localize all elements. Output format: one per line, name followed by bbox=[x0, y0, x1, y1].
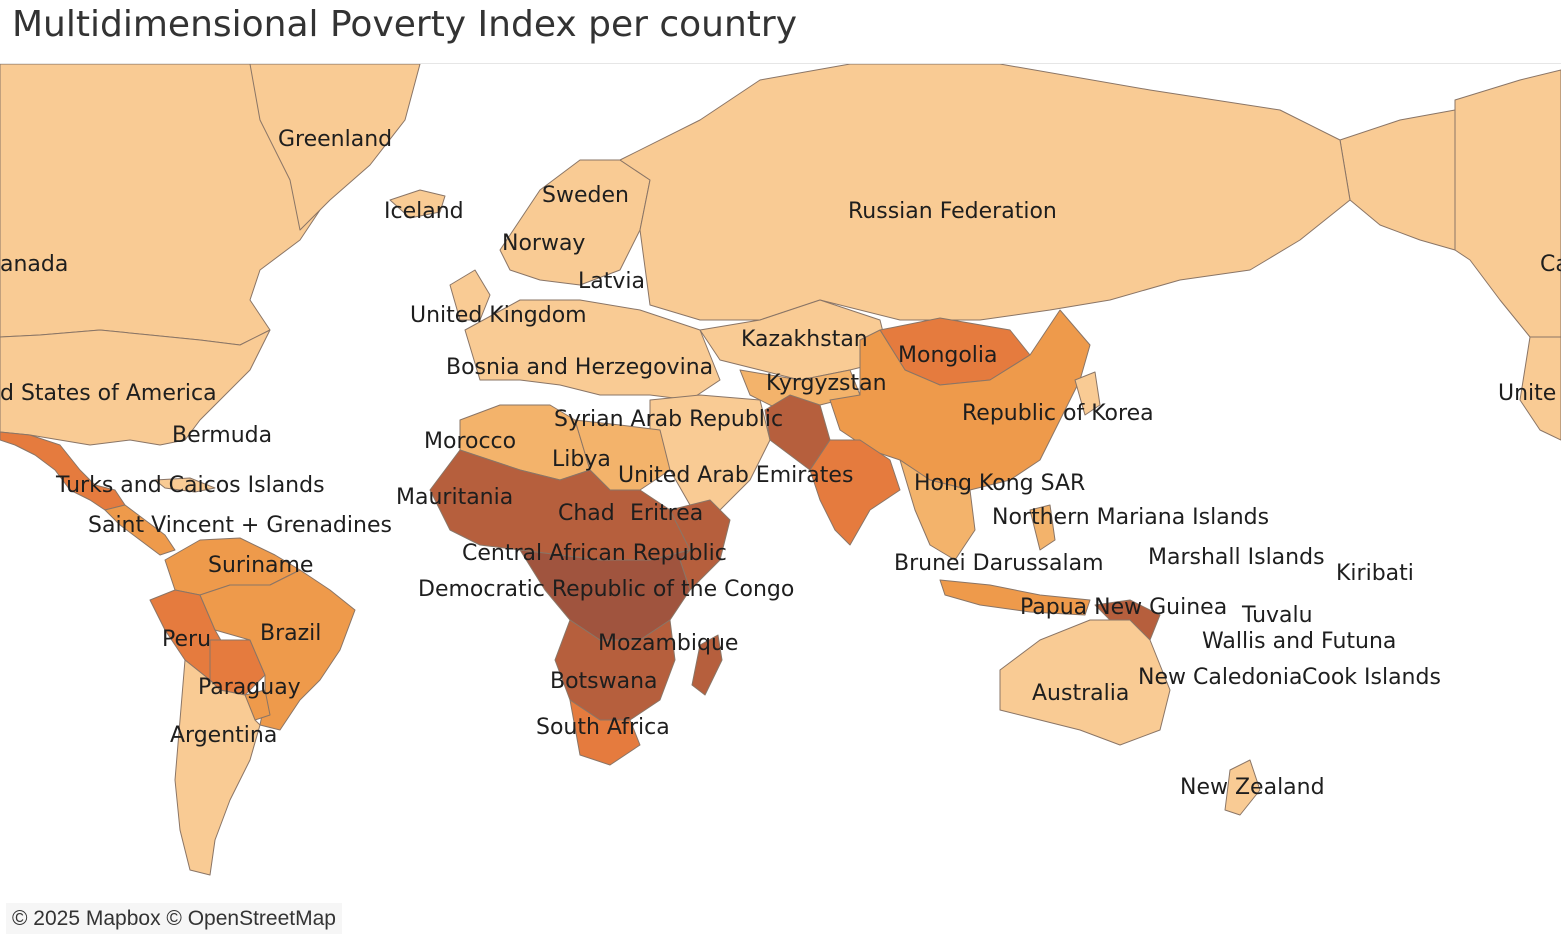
label-kazakhstan: Kazakhstan bbox=[741, 327, 868, 352]
country-cuba[interactable] bbox=[154, 477, 216, 493]
label-usa-right: Unite bbox=[1498, 381, 1556, 406]
label-cook-islands: Cook Islands bbox=[1302, 665, 1441, 690]
label-iceland: Iceland bbox=[384, 199, 464, 224]
label-uae: United Arab Emirates bbox=[618, 463, 853, 488]
country-china[interactable] bbox=[829, 309, 1091, 491]
label-paraguay: Paraguay bbox=[198, 675, 301, 700]
label-kiribati: Kiribati bbox=[1336, 561, 1414, 586]
country-new-zealand[interactable] bbox=[1224, 759, 1261, 816]
label-chad: Chad bbox=[558, 501, 615, 526]
country-greenland[interactable] bbox=[249, 64, 421, 231]
label-saint-vincent: Saint Vincent + Grenadines bbox=[88, 513, 392, 538]
country-iceland[interactable] bbox=[389, 189, 446, 219]
label-australia: Australia bbox=[1032, 681, 1129, 706]
label-sweden: Sweden bbox=[542, 183, 629, 208]
label-mongolia: Mongolia bbox=[898, 343, 998, 368]
country-south-africa[interactable] bbox=[569, 699, 641, 766]
label-car: Central African Republic bbox=[462, 541, 727, 566]
country-mexico[interactable] bbox=[0, 431, 126, 511]
map-canvas[interactable]: Greenland Iceland Sweden Norway Latvia R… bbox=[0, 64, 1561, 934]
label-new-zealand: New Zealand bbox=[1180, 775, 1325, 800]
label-greenland: Greenland bbox=[278, 127, 392, 152]
label-argentina: Argentina bbox=[170, 723, 277, 748]
label-turks-caicos: Turks and Caicos Islands bbox=[55, 473, 325, 498]
label-united-kingdom: United Kingdom bbox=[410, 303, 587, 328]
label-latvia: Latvia bbox=[578, 269, 645, 294]
label-usa: d States of America bbox=[0, 381, 217, 406]
label-norway: Norway bbox=[502, 231, 585, 256]
map-attribution[interactable]: © 2025 Mapbox © OpenStreetMap bbox=[6, 903, 342, 934]
country-alaska-right[interactable] bbox=[1339, 109, 1456, 251]
label-south-africa: South Africa bbox=[536, 715, 670, 740]
label-mauritania: Mauritania bbox=[396, 485, 513, 510]
country-russia[interactable] bbox=[619, 64, 1351, 321]
country-philippines[interactable] bbox=[1029, 504, 1056, 551]
label-kyrgyzstan: Kyrgyzstan bbox=[766, 371, 887, 396]
label-brunei: Brunei Darussalam bbox=[894, 551, 1104, 576]
label-mozambique: Mozambique bbox=[598, 631, 738, 656]
country-argentina[interactable] bbox=[174, 659, 261, 876]
country-india[interactable] bbox=[809, 439, 901, 546]
label-wallis-futuna: Wallis and Futuna bbox=[1202, 629, 1396, 654]
country-southern-africa[interactable] bbox=[554, 619, 676, 721]
label-republic-korea: Republic of Korea bbox=[962, 401, 1154, 426]
label-northern-mariana: Northern Mariana Islands bbox=[992, 505, 1269, 530]
country-scandinavia[interactable] bbox=[499, 159, 651, 286]
label-tuvalu: Tuvalu bbox=[1241, 603, 1313, 628]
label-syria: Syrian Arab Republic bbox=[554, 407, 783, 432]
label-libya: Libya bbox=[552, 447, 611, 472]
label-botswana: Botswana bbox=[550, 669, 658, 694]
title-bar: Multidimensional Poverty Index per count… bbox=[0, 0, 1561, 64]
label-marshall-islands: Marshall Islands bbox=[1148, 545, 1325, 570]
label-papua-new-guinea: Papua New Guinea bbox=[1020, 595, 1227, 620]
country-indonesia[interactable] bbox=[939, 579, 1091, 616]
label-peru: Peru bbox=[162, 627, 211, 652]
country-uk[interactable] bbox=[449, 269, 491, 321]
country-usa[interactable] bbox=[0, 329, 271, 446]
label-bermuda: Bermuda bbox=[172, 423, 272, 448]
world-map[interactable]: Greenland Iceland Sweden Norway Latvia R… bbox=[0, 64, 1561, 934]
country-madagascar[interactable] bbox=[691, 634, 723, 696]
label-canada: anada bbox=[0, 252, 68, 277]
country-usa-right[interactable] bbox=[1519, 336, 1561, 441]
label-hong-kong: Hong Kong SAR bbox=[914, 471, 1085, 496]
label-canada-right: Ca bbox=[1540, 252, 1561, 277]
label-eritrea: Eritrea bbox=[630, 501, 703, 526]
label-brazil: Brazil bbox=[260, 621, 321, 646]
country-australia[interactable] bbox=[999, 619, 1171, 746]
label-morocco: Morocco bbox=[424, 429, 516, 454]
label-suriname: Suriname bbox=[208, 553, 313, 578]
label-drc: Democratic Republic of the Congo bbox=[418, 577, 794, 602]
country-korea-japan[interactable] bbox=[1074, 371, 1101, 416]
label-bosnia: Bosnia and Herzegovina bbox=[446, 355, 713, 380]
country-southeast-asia[interactable] bbox=[899, 459, 976, 561]
country-canada-right[interactable] bbox=[1454, 69, 1561, 338]
country-central-america[interactable] bbox=[104, 504, 176, 556]
page-title: Multidimensional Poverty Index per count… bbox=[12, 4, 798, 45]
country-brazil[interactable] bbox=[199, 569, 356, 731]
label-russia: Russian Federation bbox=[848, 199, 1057, 224]
label-new-caledonia: New Caledonia bbox=[1138, 665, 1302, 690]
